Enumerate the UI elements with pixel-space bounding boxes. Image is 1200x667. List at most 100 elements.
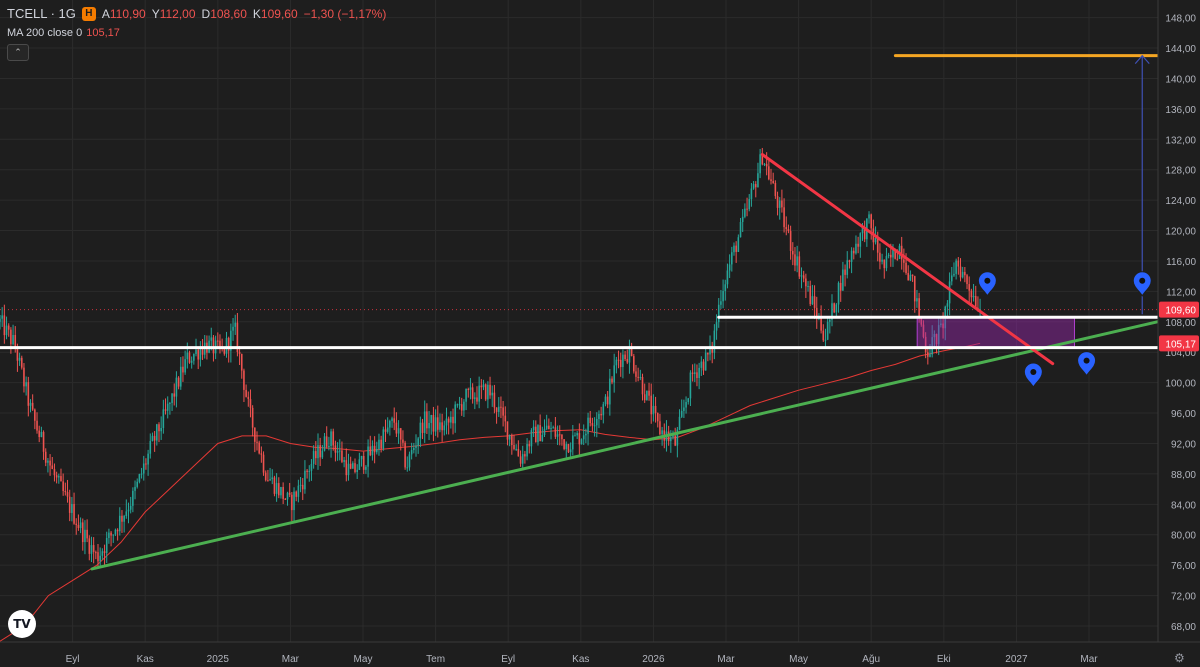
candle-body	[267, 480, 269, 482]
candle-body	[227, 337, 230, 351]
candle-body	[704, 352, 707, 371]
candle-body	[972, 296, 975, 298]
candle-body	[254, 427, 256, 442]
candle-body	[822, 330, 825, 341]
candle-body	[0, 318, 1, 322]
candle-body	[145, 463, 147, 465]
candle-body	[707, 352, 709, 355]
candle-body	[397, 428, 400, 434]
tradingview-logo[interactable]: TV	[8, 610, 36, 638]
candle-body	[940, 323, 942, 326]
candle-body	[565, 444, 568, 450]
last-price-badge[interactable]: 109,60	[1165, 306, 1196, 317]
candle-body	[382, 429, 385, 449]
candle-body	[73, 503, 75, 524]
candle-body	[36, 420, 38, 431]
candle-body	[955, 260, 957, 274]
ma-legend-label: MA 200 close 0	[7, 27, 83, 39]
price-tick-label: 84,00	[1171, 500, 1196, 511]
candle-body	[613, 365, 615, 383]
candle-body	[23, 367, 25, 387]
price-axis[interactable]: 68,00 72,00 76,00 80,00 84,00 88,00 92,00 96,00…	[1157, 0, 1200, 667]
candle-body	[304, 470, 306, 490]
candle-body	[334, 445, 337, 453]
candle-body	[140, 473, 143, 475]
candle-body	[530, 430, 533, 447]
map-marker-icon[interactable]	[1077, 351, 1097, 377]
candle-body	[356, 469, 358, 473]
settings-gear-icon[interactable]: ⚙	[1174, 651, 1185, 665]
candle-body	[761, 154, 764, 165]
candle-body	[441, 422, 443, 431]
candle-body	[724, 284, 727, 292]
candle-body	[722, 291, 724, 302]
candle-body	[772, 180, 774, 184]
candle-body	[260, 453, 263, 455]
candle-body	[661, 430, 663, 435]
candle-body	[942, 323, 944, 329]
candle-body	[75, 523, 78, 525]
candle-body	[495, 407, 498, 412]
candle-body	[478, 385, 480, 402]
candle-body	[545, 425, 548, 429]
candle-body	[964, 271, 966, 276]
candle-body	[380, 439, 382, 449]
candle-body	[918, 298, 920, 318]
candle-body	[60, 476, 62, 482]
candle-body	[219, 340, 221, 348]
candle-body	[373, 445, 376, 453]
candle-body	[737, 237, 740, 252]
candle-body	[493, 392, 496, 408]
candle-body	[458, 404, 461, 406]
candle-body	[391, 418, 393, 421]
candle-body	[156, 424, 158, 441]
candle-body	[852, 250, 855, 254]
candle-body	[615, 359, 618, 366]
candle-body	[362, 456, 365, 470]
candle-body	[428, 422, 430, 429]
time-tick-label: Kas	[137, 654, 154, 665]
candle-body	[454, 404, 457, 424]
candle-body	[264, 472, 267, 481]
candle-body	[10, 329, 12, 345]
candle-body	[924, 336, 927, 353]
candle-body	[421, 422, 424, 433]
candle-body	[903, 259, 905, 263]
price-axis-bg[interactable]	[1158, 0, 1200, 667]
candle-body	[184, 359, 186, 373]
candle-body	[791, 250, 794, 255]
candle-body	[744, 208, 746, 217]
symbol-title[interactable]: TCELL · 1G	[7, 6, 76, 21]
ma-price-badge[interactable]: 105,17	[1165, 339, 1196, 350]
candle-body	[312, 451, 315, 464]
candle-body	[602, 404, 605, 416]
drawings-layer[interactable]	[0, 54, 1176, 571]
candle-body	[151, 435, 154, 441]
candle-body	[201, 348, 204, 355]
candle-body	[123, 516, 125, 522]
candle-body	[604, 396, 607, 405]
candles-layer	[0, 147, 981, 567]
candle-body	[809, 286, 812, 305]
candle-body	[450, 416, 452, 423]
candle-body	[142, 463, 145, 474]
candle-body	[179, 366, 182, 387]
resistance-trendline[interactable]	[760, 152, 1055, 366]
ma-legend[interactable]: MA 200 close 0 105,17	[7, 27, 120, 39]
candle-body	[240, 353, 243, 371]
time-axis[interactable]: Eyl Kas 2025 Mar May Tem Eyl Kas 2026 Mar May Ağu Ek…	[0, 641, 1200, 665]
candle-body	[378, 439, 380, 450]
collapse-legend-button[interactable]: ⌃	[7, 44, 29, 61]
candle-body	[402, 439, 404, 443]
candle-body	[691, 372, 694, 374]
candle-body	[728, 264, 731, 271]
candle-body	[922, 324, 925, 337]
candle-body	[680, 410, 683, 417]
time-tick-label: Eyl	[501, 654, 515, 665]
candle-body	[487, 384, 489, 400]
candle-body	[543, 428, 546, 435]
candle-body	[670, 437, 672, 442]
support-trendline[interactable]	[90, 316, 1176, 571]
candle-body	[794, 254, 796, 266]
